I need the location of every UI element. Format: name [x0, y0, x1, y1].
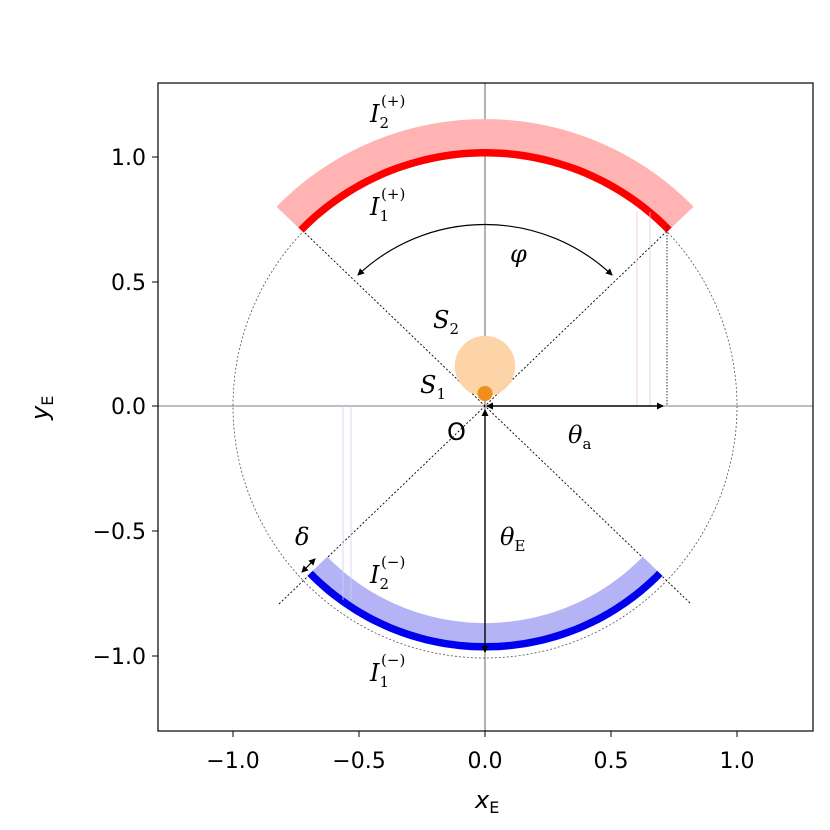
diagonal-line-anti	[278, 207, 692, 605]
y-tick-label: 0.5	[111, 271, 146, 296]
y-tick-label: −1.0	[93, 645, 146, 670]
image-arc-I1-minus	[307, 570, 663, 651]
x-axis-title: xE	[474, 786, 499, 817]
label-theta-E: θE	[500, 523, 525, 555]
y-tick-label: −0.5	[93, 520, 146, 545]
label-S2: S2	[433, 306, 459, 338]
y-axis-title: yE	[26, 396, 57, 421]
label-I2-minus: I2(−)	[369, 553, 405, 593]
y-tick-label: 0.0	[111, 395, 146, 420]
x-tick-label: 0.5	[594, 749, 629, 774]
x-tick-label: −0.5	[332, 749, 385, 774]
label-I1-plus: I1(+)	[369, 185, 405, 225]
delta-arrow	[301, 558, 316, 573]
label-delta: δ	[295, 523, 309, 551]
image-arc-I1-plus	[298, 149, 672, 233]
x-tick-marks	[232, 731, 738, 737]
x-tick-label: −1.0	[206, 749, 259, 774]
label-I2-plus: I2(+)	[369, 92, 405, 132]
image-arc-I2-minus	[312, 556, 658, 643]
x-tick-label: 0.0	[468, 749, 503, 774]
source-S1-disk	[477, 385, 493, 402]
y-tick-label: 1.0	[111, 146, 146, 171]
label-phi: φ	[510, 240, 527, 268]
phi-angle-arrow	[357, 224, 613, 276]
y-tick-marks	[152, 156, 158, 657]
x-tick-label: 1.0	[720, 749, 755, 774]
label-S1: S1	[420, 371, 446, 403]
source-S2-disk	[454, 335, 516, 397]
label-origin: O	[447, 418, 466, 446]
label-theta-a: θa	[568, 421, 591, 453]
image-arc-I2-plus	[276, 119, 694, 228]
label-I1-minus: I1(−)	[369, 651, 405, 691]
einstein-circle	[232, 153, 738, 659]
